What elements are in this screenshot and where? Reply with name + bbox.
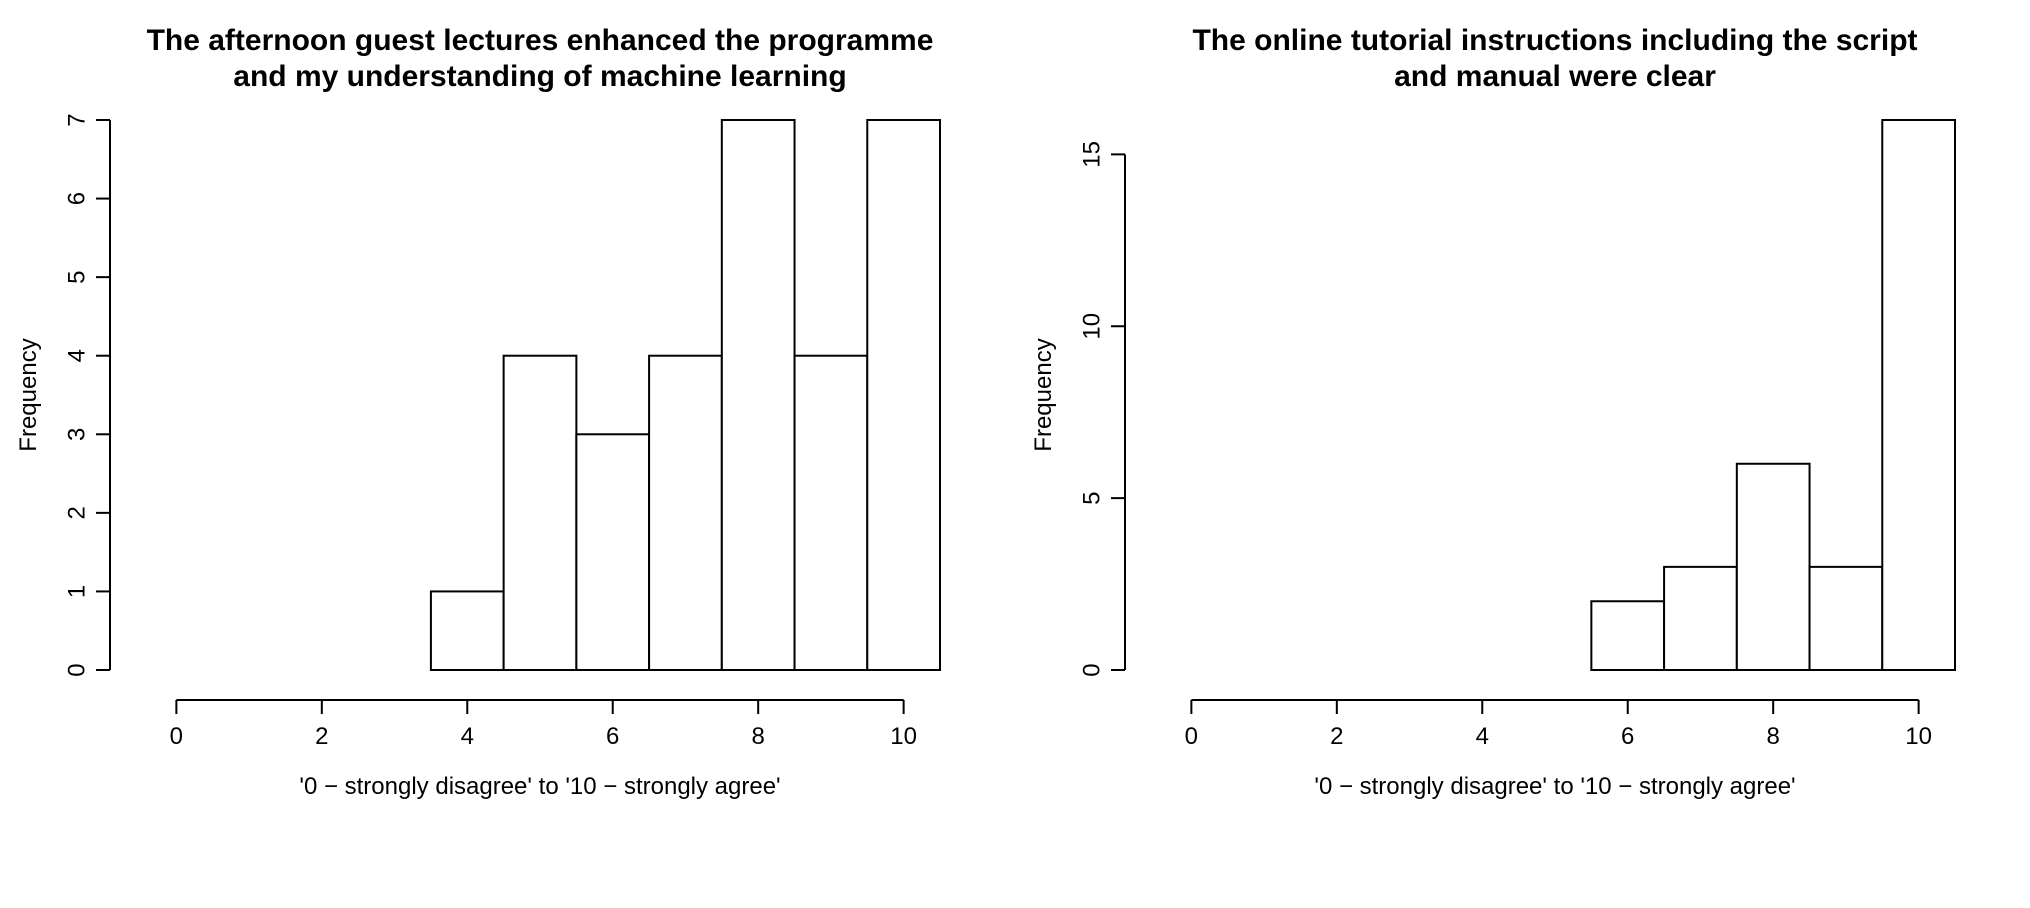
histogram-bar	[795, 356, 868, 670]
x-tick-label: 6	[1621, 723, 1634, 750]
y-axis-label: Frequency	[1030, 338, 1057, 451]
x-tick-label: 2	[1330, 723, 1343, 750]
chart-title-line1: The online tutorial instructions includi…	[1192, 24, 1917, 57]
y-tick-label: 0	[1078, 663, 1105, 676]
histogram-bar	[1810, 567, 1883, 670]
y-tick-label: 4	[63, 349, 90, 362]
x-tick-label: 6	[606, 723, 619, 750]
y-tick-label: 5	[63, 270, 90, 283]
histogram-bar	[1882, 120, 1955, 670]
x-tick-label: 4	[1476, 723, 1489, 750]
histogram-bar	[867, 120, 940, 670]
y-tick-label: 10	[1078, 313, 1105, 340]
histogram-bar	[1664, 567, 1737, 670]
histogram-bar	[649, 356, 722, 670]
left-chart: The afternoon guest lectures enhanced th…	[0, 0, 1015, 908]
x-tick-label: 0	[170, 723, 183, 750]
x-tick-label: 8	[1767, 723, 1780, 750]
x-tick-label: 2	[315, 723, 328, 750]
x-tick-label: 0	[1185, 723, 1198, 750]
y-tick-label: 6	[63, 192, 90, 205]
y-tick-label: 1	[63, 585, 90, 598]
histogram-bar	[576, 434, 649, 670]
left-panel: The afternoon guest lectures enhanced th…	[0, 0, 1015, 908]
y-axis-label: Frequency	[15, 338, 42, 451]
chart-title-line1: The afternoon guest lectures enhanced th…	[147, 24, 934, 57]
histogram-bar	[722, 120, 795, 670]
y-tick-label: 5	[1078, 491, 1105, 504]
y-tick-label: 7	[63, 113, 90, 126]
right-chart: The online tutorial instructions includi…	[1015, 0, 2030, 908]
histogram-bar	[1591, 601, 1664, 670]
x-tick-label: 8	[752, 723, 765, 750]
right-panel: The online tutorial instructions includi…	[1015, 0, 2030, 908]
x-tick-label: 10	[1905, 723, 1932, 750]
y-tick-label: 0	[63, 663, 90, 676]
y-tick-label: 15	[1078, 141, 1105, 168]
figure-wrap: The afternoon guest lectures enhanced th…	[0, 0, 2030, 908]
chart-title-line2: and manual were clear	[1394, 60, 1716, 93]
x-tick-label: 10	[890, 723, 917, 750]
histogram-bar	[504, 356, 577, 670]
x-axis-label: '0 − strongly disagree' to '10 − strongl…	[1314, 773, 1795, 800]
x-tick-label: 4	[461, 723, 474, 750]
histogram-bar	[1737, 464, 1810, 670]
chart-title-line2: and my understanding of machine learning	[233, 60, 846, 93]
x-axis-label: '0 − strongly disagree' to '10 − strongl…	[299, 773, 780, 800]
histogram-bar	[431, 591, 504, 670]
y-tick-label: 2	[63, 506, 90, 519]
y-tick-label: 3	[63, 428, 90, 441]
